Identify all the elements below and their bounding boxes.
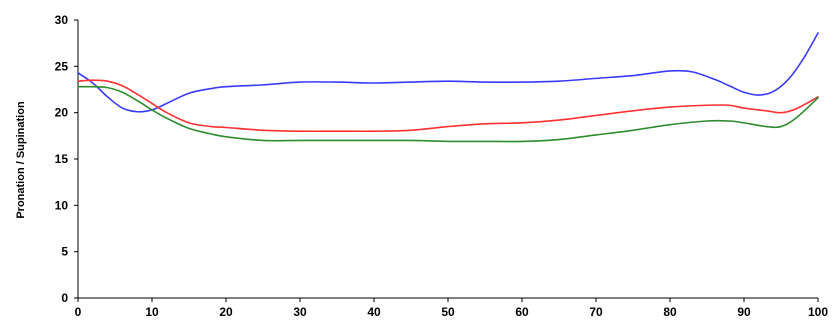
- y-tick-label: 10: [55, 198, 69, 212]
- axes: [77, 20, 818, 299]
- x-tick-label: 30: [293, 305, 307, 319]
- y-axis-label-group: Pronation / Supination: [15, 101, 27, 219]
- y-tick-label: 15: [55, 152, 69, 166]
- y-tick-label: 20: [55, 106, 69, 120]
- y-axis-label: Pronation / Supination: [15, 101, 27, 219]
- y-tick-label: 0: [61, 291, 68, 305]
- x-tick-label: 70: [589, 305, 603, 319]
- series-line-2: [77, 79, 819, 133]
- x-tick-label: 50: [441, 305, 455, 319]
- y-tick-label: 5: [61, 245, 68, 259]
- ticks: 0 5 10 15 20 25 30 0 10 20 30 40 50 60 70 80 90 100: [55, 13, 829, 319]
- x-tick-label: 20: [219, 305, 233, 319]
- y-tick-label: 30: [55, 13, 69, 27]
- series-line-1: [77, 32, 819, 113]
- x-tick-label: 100: [808, 305, 828, 319]
- x-tick-label: 0: [75, 305, 82, 319]
- series-line-3: [77, 85, 819, 143]
- x-tick-label: 80: [663, 305, 677, 319]
- x-tick-label: 90: [737, 305, 751, 319]
- y-tick-label: 25: [55, 59, 69, 73]
- x-tick-label: 10: [145, 305, 159, 319]
- x-tick-label: 40: [367, 305, 381, 319]
- x-tick-label: 60: [515, 305, 529, 319]
- series-group: [77, 32, 819, 143]
